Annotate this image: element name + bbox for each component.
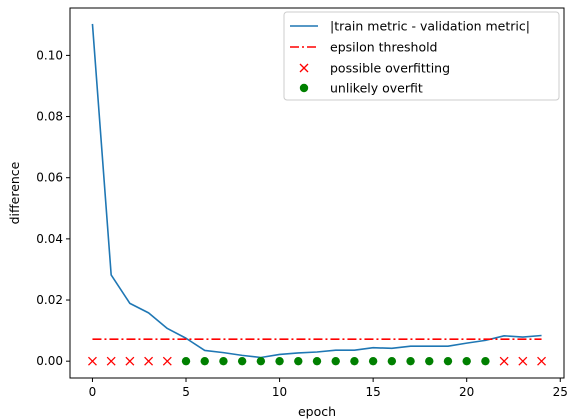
- unlikely-overfit-point: [350, 356, 359, 366]
- unlikely-overfit-point: [237, 356, 247, 366]
- unlikely-overfit-point: [256, 356, 266, 366]
- possible-overfitting-point: [125, 356, 135, 366]
- unlikely-overfit-point: [275, 356, 284, 366]
- legend-label: epsilon threshold: [330, 40, 438, 55]
- x-axis-label: epoch: [298, 404, 336, 419]
- y-tick-label: 0.04: [36, 232, 63, 246]
- unlikely-overfit-point: [462, 356, 471, 366]
- x-tick-label: 10: [272, 385, 287, 399]
- x-axis: 0 5 10 15 20 25: [89, 378, 568, 399]
- possible-overfitting-point: [499, 356, 509, 366]
- y-tick-label: 0.02: [36, 293, 63, 307]
- unlikely-overfit-point: [219, 356, 228, 366]
- unlikely-overfit-point: [368, 356, 378, 366]
- legend-label: |train metric - validation metric|: [330, 19, 530, 34]
- axes-frame: [69, 7, 565, 379]
- legend-circle-marker: [299, 83, 309, 93]
- possible-overfitting-point: [537, 356, 547, 366]
- unlikely-overfit-point: [387, 356, 397, 366]
- legend-label: unlikely overfit: [330, 81, 423, 96]
- legend-x-marker: [299, 63, 309, 73]
- unlikely-overfit-point: [481, 356, 490, 366]
- y-axis: 0.00 0.02 0.04 0.06 0.08 0.10: [36, 48, 70, 368]
- unlikely-overfit-point: [331, 356, 340, 366]
- y-tick-label: 0.08: [36, 110, 63, 124]
- legend-label: possible overfitting: [330, 61, 450, 76]
- x-tick-label: 0: [89, 385, 97, 399]
- plot-area: [87, 23, 547, 366]
- unlikely-overfit-point: [181, 356, 191, 366]
- x-tick-label: 5: [182, 385, 190, 399]
- x-tick-label: 15: [365, 385, 380, 399]
- x-tick-label: 20: [459, 385, 474, 399]
- unlikely-overfit-point: [425, 356, 434, 366]
- x-tick-label: 25: [553, 385, 568, 399]
- y-tick-label: 0.00: [36, 354, 63, 368]
- unlikely-overfit-point: [312, 356, 322, 366]
- unlikely-overfit-point: [406, 356, 415, 366]
- y-axis-label: difference: [7, 161, 22, 224]
- possible-overfitting-point: [518, 356, 528, 366]
- y-tick-label: 0.10: [36, 48, 63, 62]
- legend-box: [283, 11, 560, 101]
- y-tick-label: 0.06: [36, 171, 63, 185]
- possible-overfitting-point: [87, 356, 97, 366]
- unlikely-overfit-point: [443, 356, 453, 366]
- possible-overfitting-point: [106, 356, 116, 366]
- unlikely-overfit-point: [294, 356, 303, 366]
- legend: |train metric - validation metric| epsilo…: [283, 11, 560, 101]
- possible-overfitting-point: [162, 356, 172, 366]
- possible-overfitting-point: [144, 356, 154, 366]
- difference-line: [91, 23, 542, 359]
- unlikely-overfit-point: [200, 356, 209, 366]
